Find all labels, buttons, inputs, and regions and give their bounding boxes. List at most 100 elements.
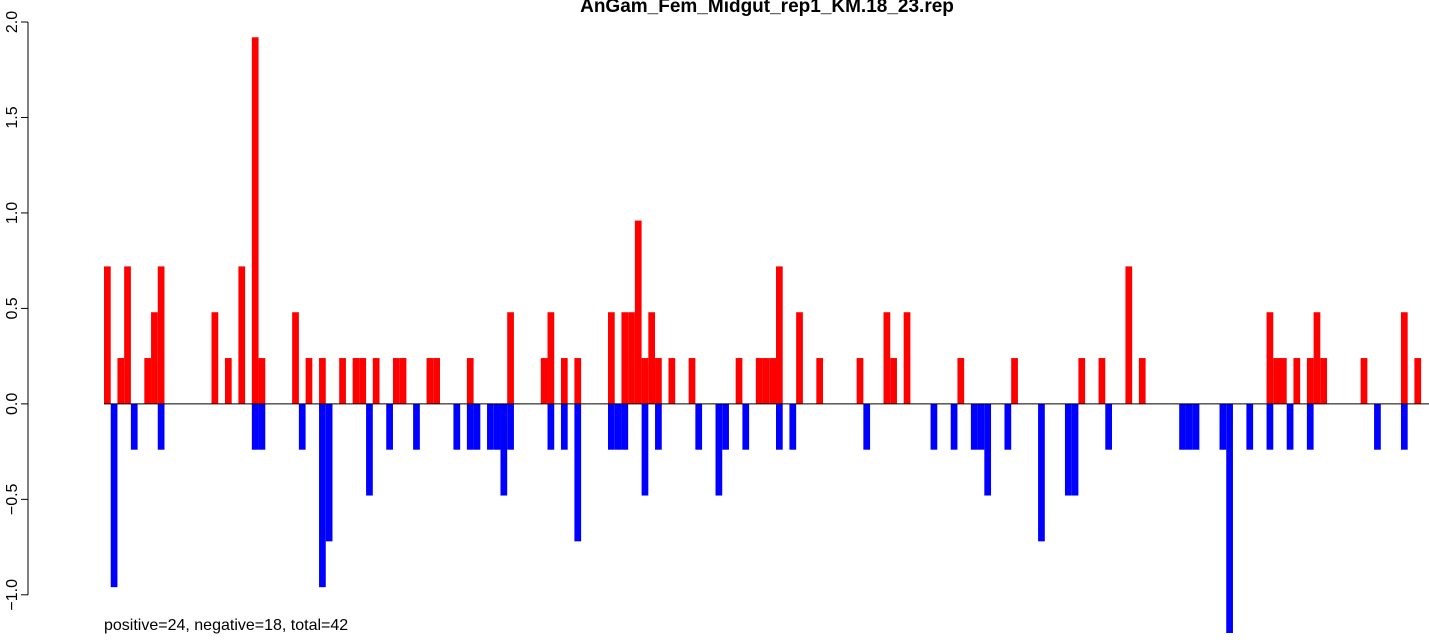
bar — [1219, 403, 1227, 450]
bar — [883, 312, 891, 404]
chart-subtitle: positive=24, negative=18, total=42 — [104, 617, 348, 634]
bar — [399, 358, 407, 404]
bar — [1105, 403, 1112, 450]
bar — [560, 358, 568, 404]
bar — [144, 358, 152, 404]
bar — [608, 403, 615, 450]
bar — [413, 403, 420, 450]
bar — [769, 358, 776, 404]
bar — [715, 403, 723, 496]
bar — [621, 403, 629, 450]
bar — [950, 403, 958, 450]
bar — [466, 358, 474, 404]
bar — [930, 403, 938, 450]
y-tick-label: 1.0 — [4, 202, 21, 224]
bar — [473, 403, 481, 450]
bar — [359, 358, 367, 404]
bar — [487, 403, 494, 450]
bar — [319, 403, 326, 588]
bar — [1293, 358, 1301, 404]
bar — [863, 403, 871, 450]
y-tick-label: −0.5 — [4, 483, 21, 515]
bar — [258, 403, 266, 450]
bar — [957, 358, 965, 404]
bar — [298, 403, 306, 450]
bar — [621, 312, 629, 404]
bar — [608, 312, 615, 404]
bar — [1185, 403, 1193, 450]
bar — [1011, 358, 1018, 404]
chart-title: AnGam_Fem_Midgut_rep1_KM.18_23.rep — [580, 0, 954, 17]
bar — [890, 358, 897, 404]
bar — [1286, 403, 1294, 450]
bar — [117, 358, 125, 404]
bar — [668, 358, 676, 404]
bar — [1038, 403, 1045, 542]
bar — [507, 403, 514, 450]
bar — [735, 358, 743, 404]
bar — [157, 403, 165, 450]
bar — [1179, 403, 1186, 450]
bar — [1360, 358, 1368, 404]
bar — [1246, 403, 1254, 450]
bar — [655, 358, 662, 404]
bar — [110, 403, 118, 588]
bar — [560, 403, 568, 450]
bar — [339, 358, 346, 404]
bar — [789, 403, 797, 450]
bar — [540, 358, 548, 404]
bar — [238, 266, 246, 404]
y-tick-label: 2.0 — [4, 11, 21, 33]
bar — [1313, 312, 1321, 404]
bar — [211, 312, 219, 404]
bar — [1400, 403, 1408, 450]
bar — [1192, 403, 1200, 450]
bar — [1414, 358, 1422, 404]
bar — [1374, 403, 1381, 450]
bar — [634, 220, 642, 404]
bar — [507, 312, 514, 404]
bar — [1306, 403, 1314, 450]
bar — [762, 358, 770, 404]
bar — [386, 403, 393, 450]
bar — [251, 37, 259, 404]
bar — [453, 403, 461, 450]
bar — [319, 358, 326, 404]
bar — [742, 403, 750, 450]
bar — [1400, 312, 1408, 404]
bar — [1266, 312, 1274, 404]
bar — [157, 266, 165, 404]
bar — [1306, 358, 1314, 404]
bar — [1266, 403, 1274, 450]
bar — [372, 358, 380, 404]
bar — [722, 403, 729, 450]
bar — [641, 403, 649, 496]
bar — [292, 312, 299, 404]
bar — [984, 403, 992, 496]
bar — [574, 403, 582, 542]
bar — [366, 403, 373, 496]
bar — [856, 358, 864, 404]
bar — [574, 358, 582, 404]
bar — [1098, 358, 1106, 404]
bar — [648, 312, 656, 404]
bar — [305, 358, 313, 404]
bar — [970, 403, 978, 450]
bar — [1138, 358, 1146, 404]
bar — [124, 266, 131, 404]
bar — [755, 358, 763, 404]
bar — [1078, 358, 1086, 404]
y-tick-label: 0.5 — [4, 297, 21, 319]
bar — [1064, 403, 1072, 496]
bar — [1320, 358, 1328, 404]
bar — [151, 312, 158, 404]
bar — [547, 312, 555, 404]
bar — [614, 403, 622, 450]
bar — [500, 403, 508, 496]
bar — [352, 358, 360, 404]
bar — [493, 403, 501, 450]
bar — [655, 403, 662, 450]
bar — [1004, 403, 1012, 450]
